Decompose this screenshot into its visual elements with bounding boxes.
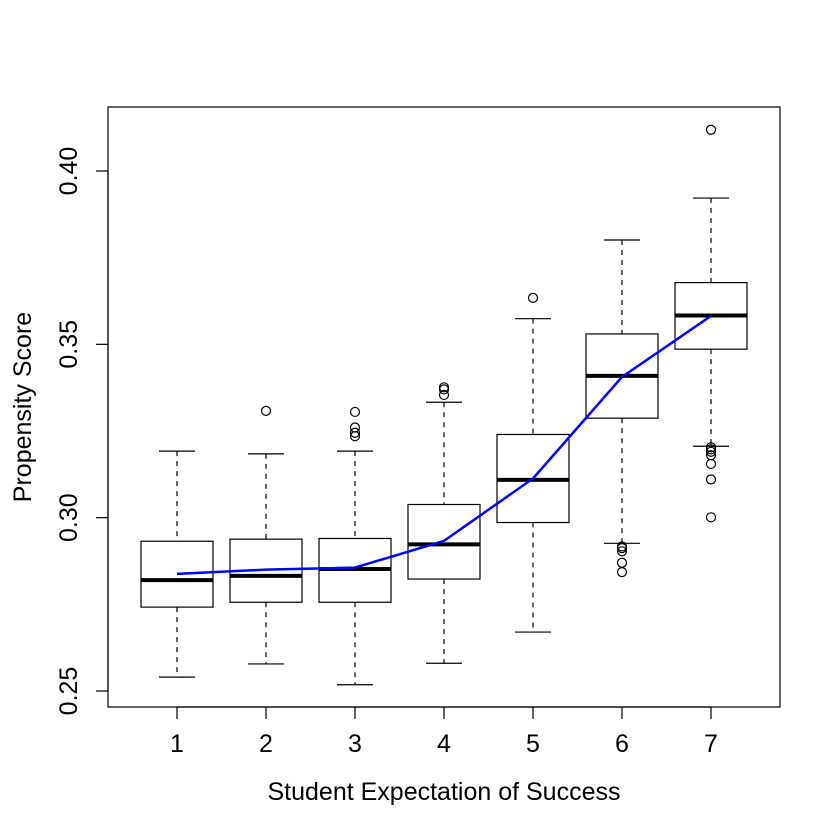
outlier-point bbox=[705, 450, 717, 461]
outlier-point bbox=[705, 446, 717, 457]
outlier-point bbox=[616, 557, 628, 568]
x-tick-label: 3 bbox=[348, 730, 362, 758]
y-tick-label: 0.35 bbox=[55, 320, 83, 369]
x-tick-label: 5 bbox=[526, 730, 540, 758]
y-tick-label: 0.30 bbox=[55, 493, 83, 542]
box-group bbox=[585, 239, 659, 578]
x-tick-label: 2 bbox=[259, 730, 273, 758]
box-group bbox=[318, 406, 392, 686]
outlier-point bbox=[438, 384, 450, 395]
outlier-point bbox=[705, 474, 717, 485]
outlier-point bbox=[705, 512, 717, 523]
box-group bbox=[140, 450, 214, 678]
box-iqr bbox=[140, 540, 214, 608]
outlier-point bbox=[438, 382, 450, 393]
outlier-point bbox=[705, 124, 717, 135]
x-tick-label: 6 bbox=[615, 730, 629, 758]
mean-lines bbox=[176, 314, 712, 576]
box-group bbox=[496, 292, 570, 633]
y-tick-label: 0.25 bbox=[55, 667, 83, 716]
boxes bbox=[140, 124, 748, 686]
y-axis-label: Propensity Score bbox=[9, 312, 37, 502]
outlier-point bbox=[349, 406, 361, 418]
outlier-point bbox=[349, 422, 361, 433]
outlier-point bbox=[260, 405, 272, 416]
outlier-point bbox=[527, 292, 539, 303]
x-tick-label: 4 bbox=[437, 730, 451, 758]
outlier-point bbox=[705, 458, 717, 470]
x-tick-label: 1 bbox=[170, 730, 184, 758]
outlier-point bbox=[438, 389, 450, 401]
box-group bbox=[229, 405, 303, 665]
outlier-point bbox=[349, 427, 361, 438]
box-group bbox=[674, 124, 748, 523]
mean-trend-line bbox=[176, 314, 712, 576]
x-axis: 1 2 3 4 5 6 7 bbox=[170, 706, 718, 758]
y-axis: 0.25 0.30 0.35 0.40 bbox=[55, 147, 109, 716]
outlier-point bbox=[616, 541, 628, 552]
y-tick-label: 0.40 bbox=[55, 147, 83, 196]
outlier-point bbox=[616, 546, 628, 557]
x-tick-label: 7 bbox=[704, 730, 718, 758]
x-axis-label: Student Expectation of Success bbox=[268, 778, 621, 806]
outlier-point bbox=[616, 566, 628, 578]
outlier-point bbox=[705, 442, 717, 453]
